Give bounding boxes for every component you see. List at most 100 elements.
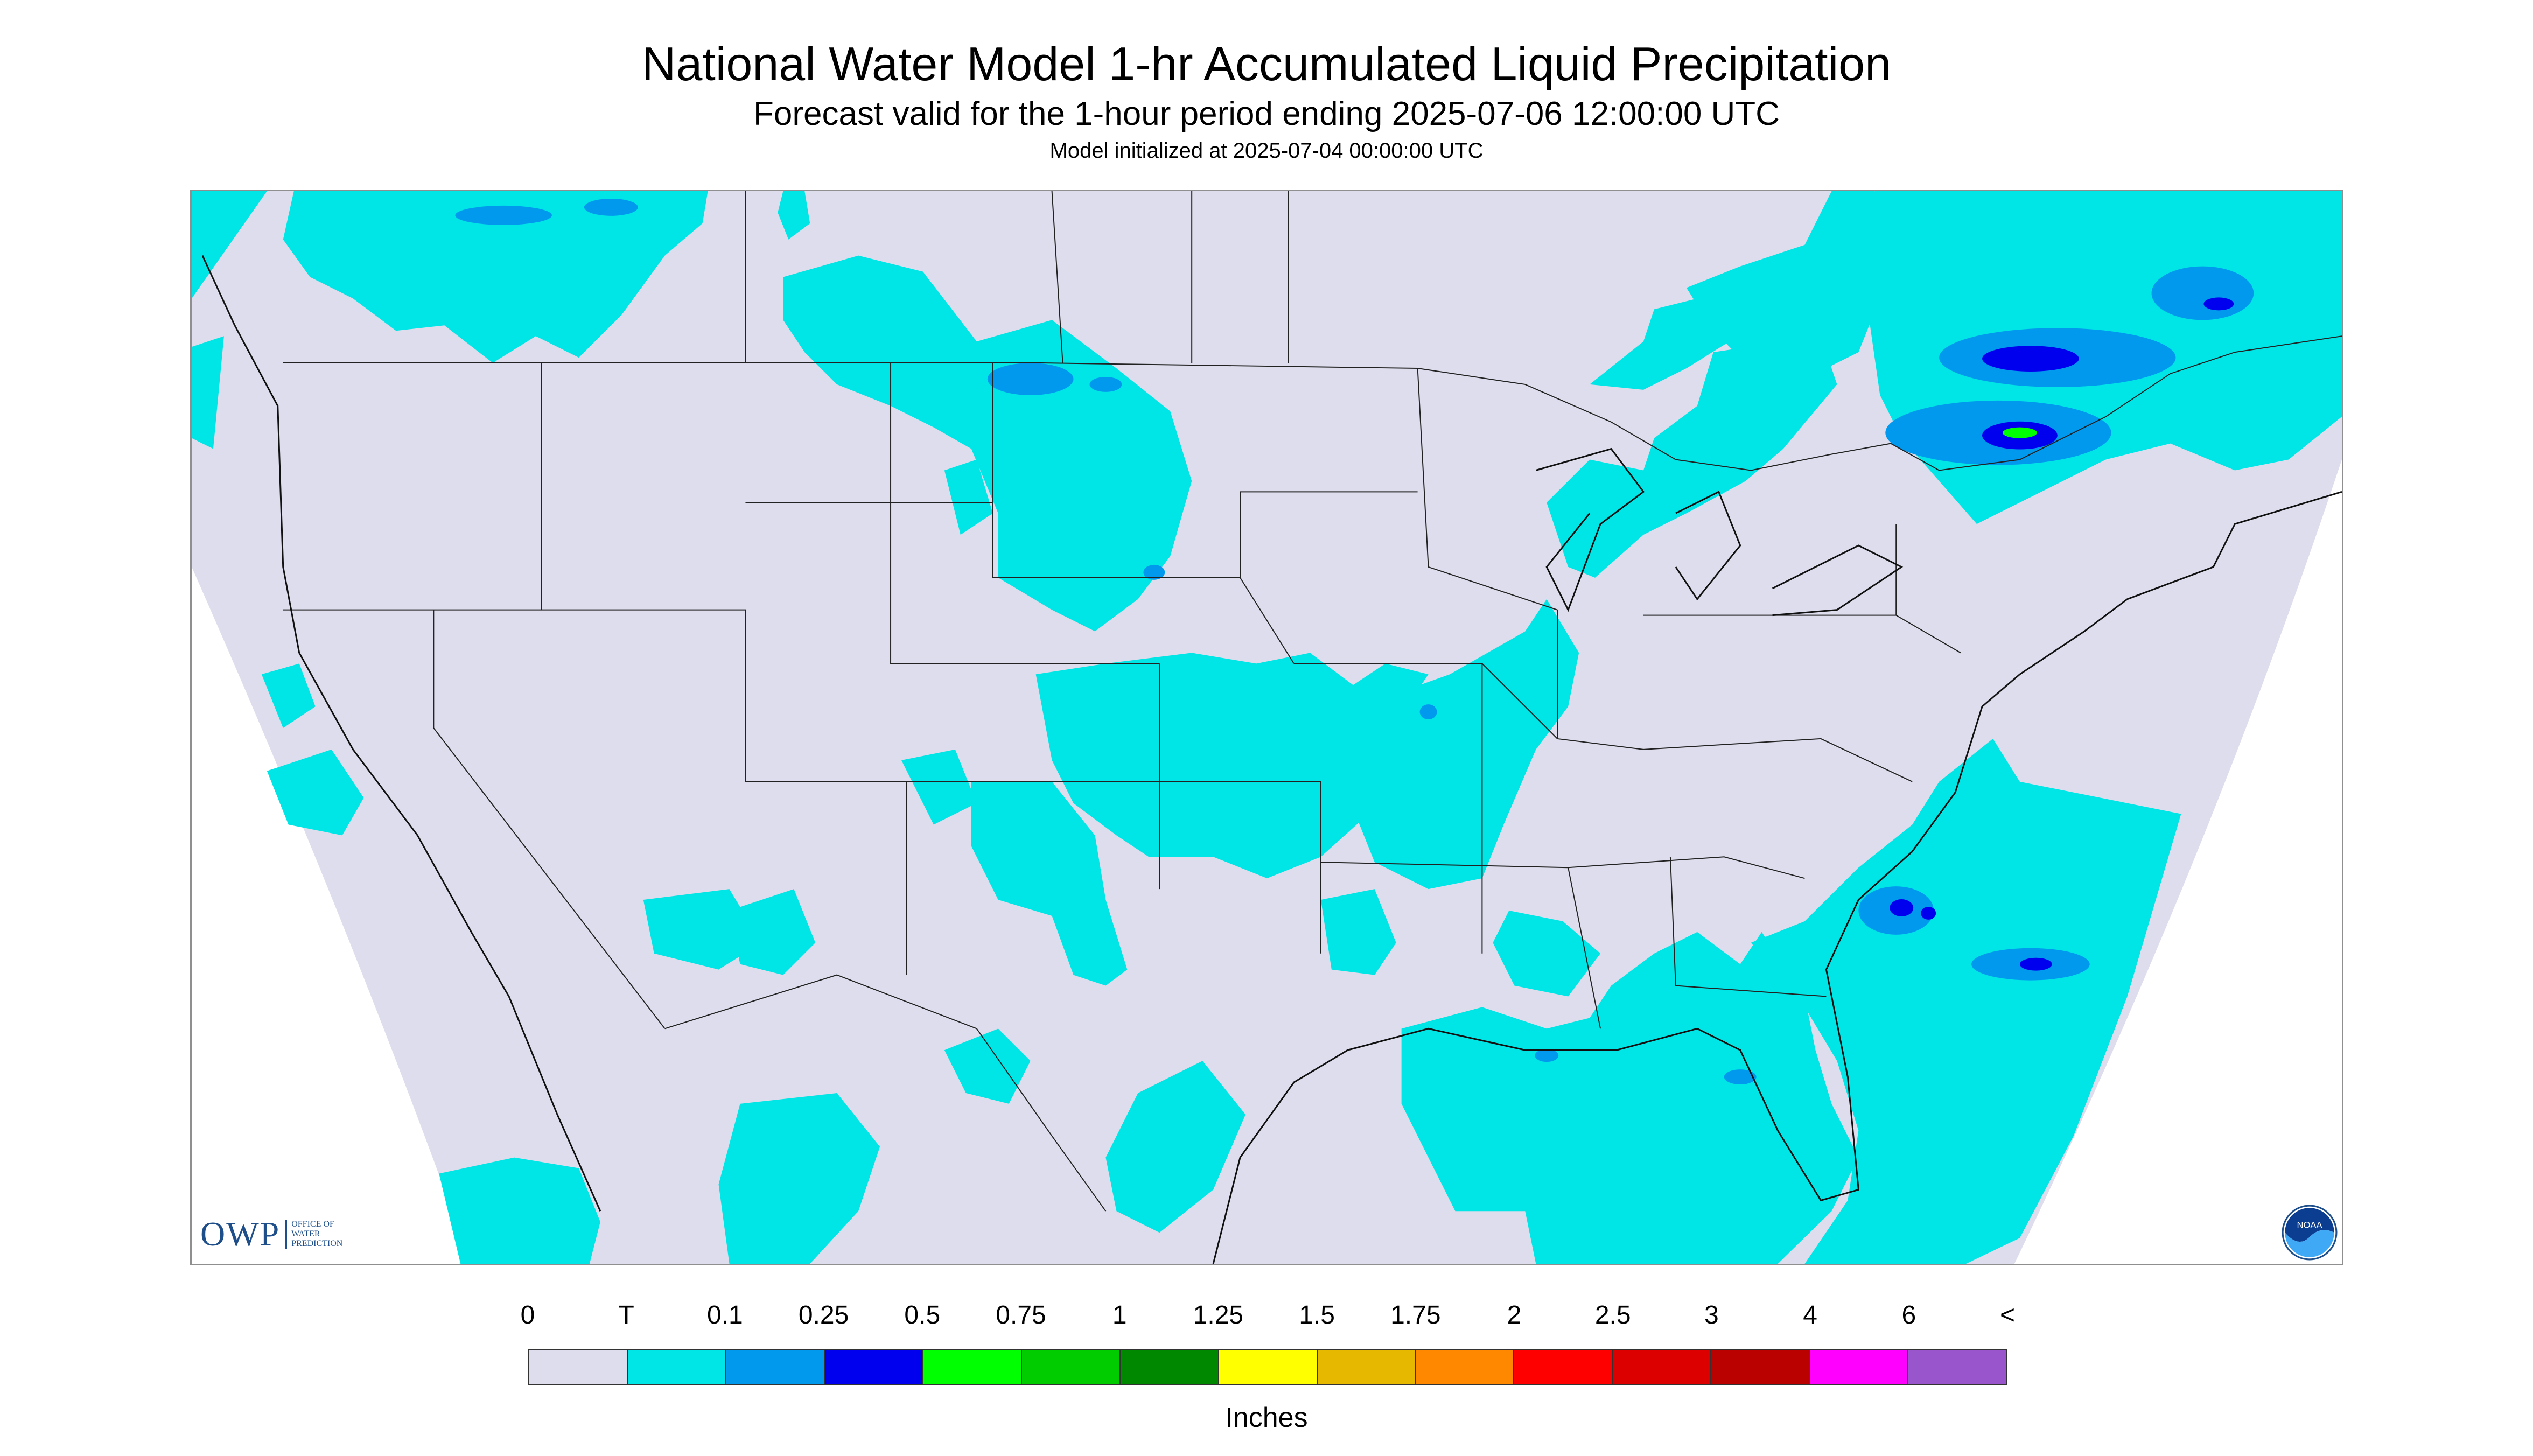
precip-area (261, 663, 316, 728)
map-title: National Water Model 1-hr Accumulated Li… (641, 37, 1892, 90)
legend-swatch (627, 1350, 726, 1384)
legend-swatch (1317, 1350, 1416, 1384)
legend-tick-label: 1.75 (1390, 1301, 1441, 1329)
precip-cell (1143, 564, 1165, 580)
precip-cell (1419, 704, 1437, 720)
precip-area (439, 1157, 600, 1264)
legend-tick-label: 3 (1704, 1301, 1719, 1329)
precip-area (944, 459, 993, 535)
state-boundary (890, 363, 1160, 664)
precip-area (1751, 738, 2181, 1264)
precip-area (1310, 599, 1579, 890)
state-boundary (1293, 663, 1913, 782)
legend-tick-label: 0.25 (798, 1301, 849, 1329)
state-boundary (541, 363, 908, 975)
precip-cell (2151, 266, 2254, 320)
legend-swatch (1416, 1350, 1515, 1384)
precip-area (1686, 191, 1880, 379)
state-boundary (1051, 191, 1063, 363)
precip-cell (2203, 297, 2234, 311)
coastlines (201, 255, 2342, 1264)
legend-tick-label: 0.75 (996, 1301, 1046, 1329)
precip-cell (1982, 346, 2079, 372)
precip-cell (1724, 1069, 1757, 1085)
legend-tick-label: 1.25 (1193, 1301, 1244, 1329)
owp-logo-subtext: OFFICE OF WATER PREDICTION (285, 1220, 342, 1249)
precip-area (1590, 298, 1740, 390)
legend-tick-label: 2 (1507, 1301, 1522, 1329)
state-boundary (1159, 663, 1321, 954)
owp-logo: OWP OFFICE OF WATER PREDICTION (200, 1210, 342, 1258)
great-lakes-outline (1535, 447, 1904, 617)
state-boundary (1643, 614, 1961, 654)
state-boundary (1417, 368, 1558, 611)
precipitation-map: OWP OFFICE OF WATER PREDICTION NOAA (190, 190, 2343, 1265)
owp-sub-line: OFFICE OF (291, 1220, 334, 1229)
precip-overlay (192, 191, 2342, 1264)
precip-area (718, 1093, 880, 1264)
precip-area (1035, 653, 1429, 879)
noaa-logo-icon: NOAA (2282, 1205, 2338, 1261)
legend-swatch (923, 1350, 1022, 1384)
precip-cell (1535, 1049, 1559, 1062)
legend-swatch (1021, 1350, 1121, 1384)
legend-tick-label: 0.5 (904, 1301, 941, 1329)
precip-cell (1921, 906, 1936, 920)
legend-swatch (824, 1350, 923, 1384)
precip-area (192, 191, 267, 299)
precip-area (1320, 889, 1396, 975)
precip-area (778, 191, 810, 240)
pacific-coastline (201, 255, 601, 1212)
precip-area (783, 255, 1192, 632)
precip-cell (584, 198, 638, 216)
legend-tick-label: 0 (520, 1301, 535, 1329)
legend-tick-label: 1 (1112, 1301, 1127, 1329)
state-boundary (992, 363, 1295, 664)
state-boundary (1320, 856, 1805, 879)
precip-area (944, 1028, 1031, 1104)
legend-swatch (1514, 1350, 1613, 1384)
legend-swatch (529, 1350, 628, 1384)
legend-tick-label: 1.5 (1299, 1301, 1335, 1329)
precip-area (729, 889, 816, 975)
map-subtitle: Forecast valid for the 1-hour period end… (753, 95, 1780, 132)
precip-cell (2002, 427, 2037, 438)
precip-area (267, 749, 364, 836)
legend-tick-label: 0.1 (707, 1301, 743, 1329)
precip-area (643, 889, 762, 970)
legend-colorbar (528, 1349, 2007, 1385)
state-boundaries (283, 191, 2342, 1212)
precip-cell (1089, 376, 1122, 392)
legend-swatch (1219, 1350, 1318, 1384)
legend-swatch (1908, 1350, 2006, 1384)
us-canada-border (283, 335, 2342, 471)
precip-area (1105, 1061, 1246, 1233)
state-boundary (1669, 857, 1827, 997)
gulf-coastline (1212, 491, 2342, 1264)
owp-logo-text: OWP (200, 1215, 281, 1253)
map-canvas (192, 191, 2342, 1264)
state-boundary (1568, 867, 1601, 1029)
precip-cell (455, 205, 552, 225)
precip-area (971, 781, 1128, 986)
heavy-precip-areas (2002, 427, 2037, 438)
precip-cell (1890, 899, 1914, 916)
state-boundary (1240, 491, 1418, 578)
precip-area (901, 749, 977, 825)
legend-swatch (726, 1350, 825, 1384)
precip-area (1547, 341, 1837, 578)
state-boundary (433, 610, 666, 1029)
noaa-logo-text: NOAA (2297, 1220, 2322, 1230)
legend-swatch (1120, 1350, 1219, 1384)
precip-cell (987, 363, 1074, 395)
owp-sub-line: PREDICTION (291, 1239, 343, 1248)
state-boundary (664, 974, 1107, 1212)
legend-swatch (1810, 1350, 1909, 1384)
legend-tick-label: 4 (1803, 1301, 1817, 1329)
owp-sub-line: WATER (291, 1229, 320, 1238)
legend-tick-label: T (618, 1301, 634, 1329)
precip-cell (2019, 957, 2052, 971)
model-init-text: Model initialized at 2025-07-04 00:00:00… (1049, 139, 1484, 163)
legend-tick-label: 2.5 (1594, 1301, 1631, 1329)
legend-swatch (1711, 1350, 1810, 1384)
